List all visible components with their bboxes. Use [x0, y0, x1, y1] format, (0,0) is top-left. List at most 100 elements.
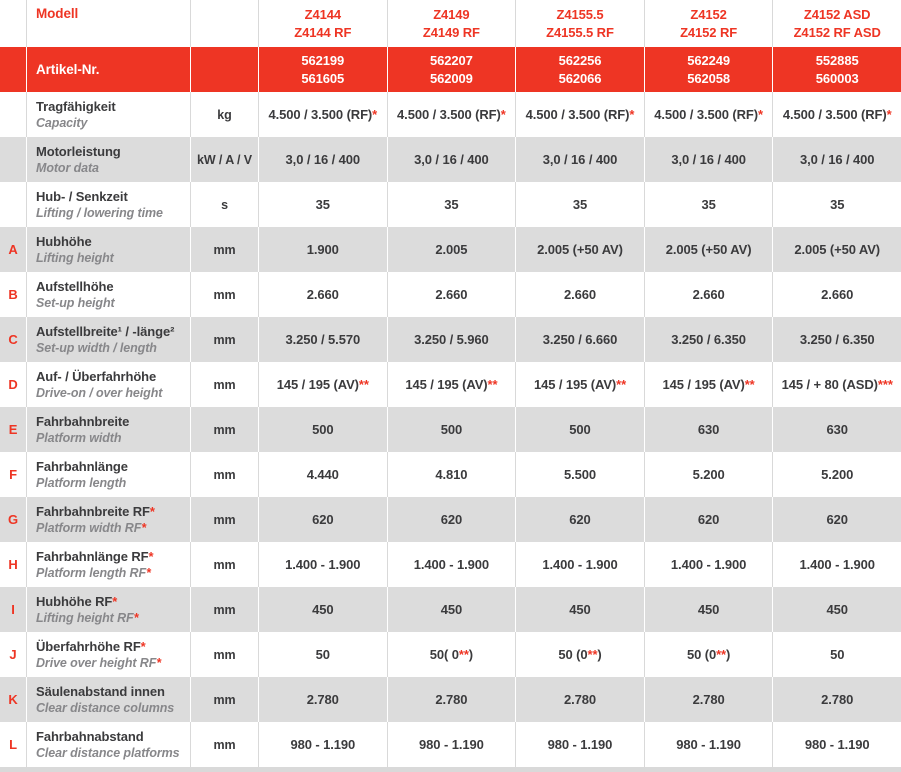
model-column-header: Z4152 Z4152 RF: [643, 0, 773, 47]
row-label-de: Fahrbahnabstand: [36, 728, 144, 745]
spec-value: 4.500 / 3.500 (RF)*: [772, 92, 901, 137]
model-name: Z4155.5 RF: [546, 24, 614, 40]
spec-value: 50 (0**): [515, 632, 644, 677]
article-number-cell: 562249 562058: [643, 47, 773, 92]
row-label-de: Aufstellbreite¹ / -länge²: [36, 323, 174, 340]
text-segment: 145 / 195 (AV): [405, 377, 488, 392]
row-unit: mm: [190, 587, 258, 632]
row-label-en: Set-up height: [36, 295, 115, 312]
spec-value-text: 4.500 / 3.500 (RF)*: [526, 107, 635, 122]
text-segment: 1.900: [306, 242, 339, 257]
row-unit-text: mm: [213, 512, 236, 527]
text-segment: 2.660: [563, 287, 597, 302]
unit-column-header: [190, 0, 258, 47]
text-segment: 620: [569, 512, 591, 527]
spec-value: 4.810: [386, 452, 516, 497]
spec-value-text: 4.500 / 3.500 (RF)*: [783, 107, 892, 122]
row-letter-text: K: [8, 692, 18, 707]
spec-value: 980 - 1.190: [258, 722, 387, 767]
text-segment: Aufstellhöhe: [36, 278, 114, 294]
article-number: 562256: [558, 52, 602, 68]
row-label-en: Clear distance columns: [36, 700, 174, 717]
spec-value-text: 1.400 - 1.900: [671, 557, 746, 572]
text-segment: Platform width: [36, 430, 122, 445]
spec-value: 2.780: [515, 677, 644, 722]
spec-value-text: 620: [441, 512, 462, 527]
row-letter-text: I: [11, 602, 15, 617]
article-number: 560003: [815, 70, 859, 86]
text-segment: 35: [572, 197, 588, 212]
footnote-asterisk: *: [629, 107, 635, 122]
text-segment: Lifting height: [36, 250, 114, 265]
footnote-asterisk: *: [140, 638, 146, 654]
spec-value-text: 2.660: [564, 287, 596, 302]
text-segment: Fahrbahnbreite: [36, 413, 130, 429]
row-unit: mm: [190, 452, 258, 497]
spec-value: 2.780: [258, 677, 387, 722]
spec-value: 2.005 (+50 AV): [643, 227, 773, 272]
spec-value-text: 145 / 195 (AV)**: [534, 377, 626, 392]
spec-value-text: 5.200: [821, 467, 853, 482]
row-unit-text: s: [221, 197, 228, 212]
text-segment: 980 - 1.190: [290, 737, 356, 752]
text-segment: 2.780: [435, 692, 468, 707]
spec-value: 4.500 / 3.500 (RF)*: [258, 92, 387, 137]
spec-row: C Aufstellbreite¹ / -länge² Set-up width /…: [0, 317, 901, 362]
row-unit: mm: [190, 722, 258, 767]
spec-value: 3.250 / 6.660: [515, 317, 644, 362]
text-segment: 630: [826, 422, 848, 437]
spec-value-text: 630: [827, 422, 848, 437]
spec-value-text: 50: [830, 647, 844, 662]
footnote-asterisk: *: [146, 565, 151, 580]
spec-value: 4.500 / 3.500 (RF)*: [515, 92, 644, 137]
text-segment: 5.200: [692, 467, 725, 482]
row-letter-text: F: [9, 467, 17, 482]
text-segment: Set-up width / length: [36, 340, 157, 355]
spec-value-text: 1.400 - 1.900: [285, 557, 360, 572]
spec-row: D Auf- / Überfahrhöhe Drive-on / over heig…: [0, 362, 901, 407]
row-unit: kW / A / V: [190, 137, 258, 182]
spec-value: 35: [643, 182, 773, 227]
article-number: 562199: [301, 52, 345, 68]
text-segment: 450: [697, 602, 720, 617]
text-segment: 50 (0: [686, 647, 717, 662]
text-segment: 5.500: [563, 467, 597, 482]
row-unit: mm: [190, 632, 258, 677]
table-bottom-border: [0, 767, 901, 772]
spec-value-text: 2.660: [435, 287, 467, 302]
spec-value: 2.660: [515, 272, 644, 317]
spec-value-text: 3,0 / 16 / 400: [414, 152, 489, 167]
footnote-asterisk: *: [148, 548, 154, 564]
text-segment: ): [468, 647, 474, 662]
article-number: 561605: [301, 70, 345, 86]
row-label-de: Auf- / Überfahrhöhe: [36, 368, 156, 385]
spec-value: 35: [772, 182, 901, 227]
spec-value: 145 / 195 (AV)**: [386, 362, 516, 407]
spec-value-text: 145 / 195 (AV)**: [405, 377, 497, 392]
spec-value: 620: [643, 497, 773, 542]
text-segment: 50: [830, 647, 845, 662]
footnote-asterisk: *: [133, 610, 139, 625]
text-segment: 1.400 - 1.900: [670, 557, 747, 572]
model-name: Z4149: [433, 6, 470, 22]
text-segment: Platform width RF: [36, 520, 142, 535]
row-label: Aufstellbreite¹ / -länge² Set-up width / …: [26, 317, 190, 362]
text-segment: Hub- / Senkzeit: [36, 188, 128, 204]
text-segment: Überfahrhöhe RF: [36, 638, 141, 654]
row-label-en: Platform width: [36, 430, 122, 447]
row-unit: mm: [190, 317, 258, 362]
spec-value-text: 500: [441, 422, 462, 437]
text-segment: 35: [444, 197, 459, 212]
spec-value: 500: [258, 407, 387, 452]
spec-value-text: 3.250 / 5.960: [414, 332, 489, 347]
spec-value: 980 - 1.190: [643, 722, 773, 767]
spec-value: 2.780: [386, 677, 516, 722]
model-column-header: Z4149 Z4149 RF: [386, 0, 516, 47]
text-segment: 450: [569, 602, 591, 617]
spec-value-text: 630: [698, 422, 719, 437]
row-unit-text: mm: [213, 647, 236, 662]
text-segment: 4.440: [306, 467, 339, 482]
spec-value-text: 450: [569, 602, 590, 617]
article-number: 552885: [815, 52, 859, 68]
text-segment: Drive-on / over height: [36, 385, 163, 400]
